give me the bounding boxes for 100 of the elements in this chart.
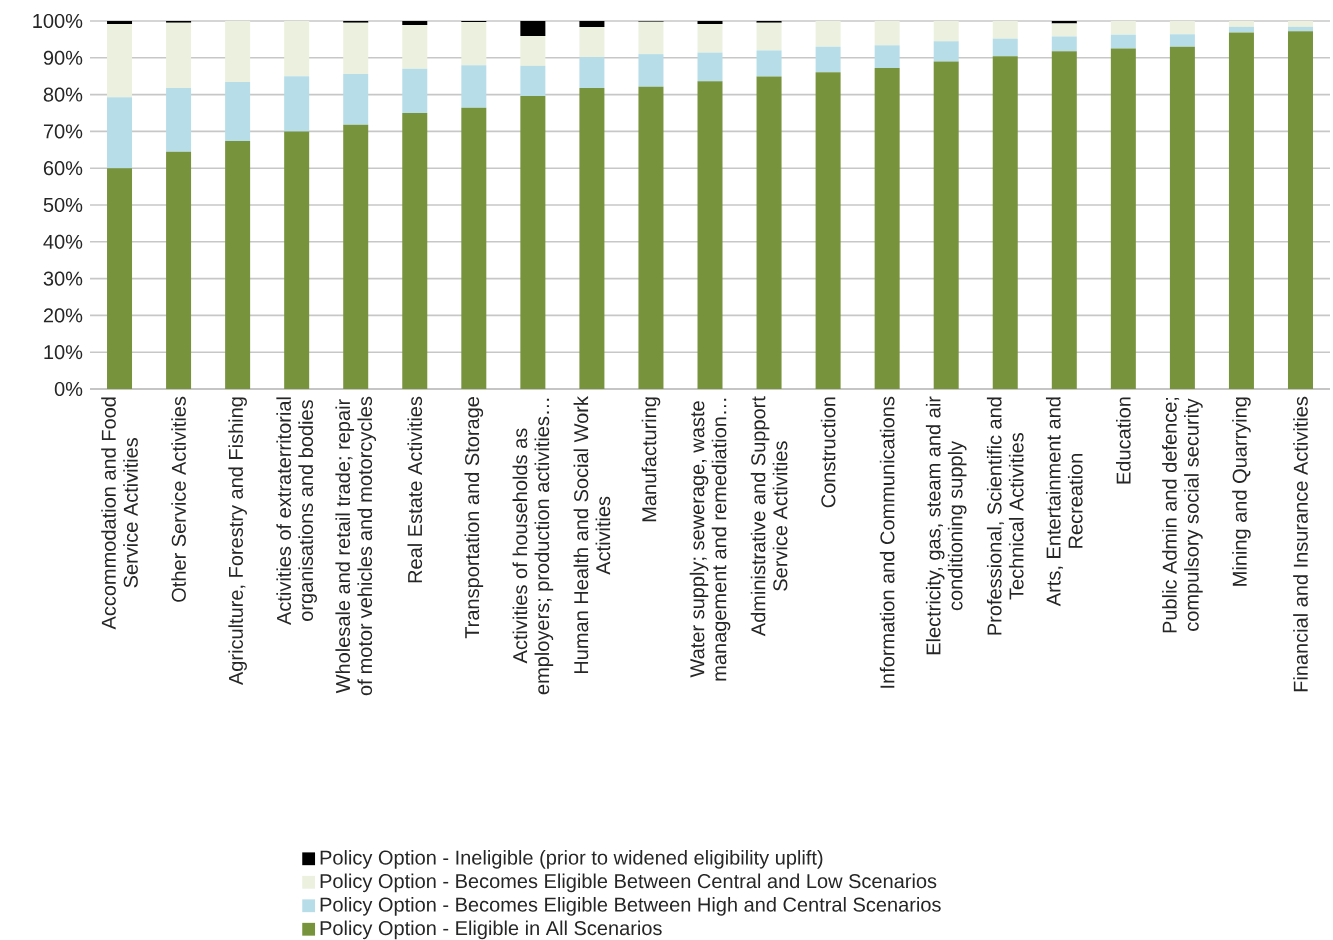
bar xyxy=(874,68,900,389)
bar xyxy=(1287,26,1313,32)
bar xyxy=(461,107,487,389)
x-tick-label: Agriculture, Forestry and Fishing xyxy=(228,397,247,686)
bar xyxy=(1110,20,1136,35)
bar xyxy=(520,36,546,66)
bar xyxy=(579,20,605,27)
x-tick-label: Administrative and Support Service Activities xyxy=(750,396,788,637)
bar xyxy=(107,97,133,169)
x-tick-label: Construction xyxy=(820,397,836,508)
y-tick-label: 80% xyxy=(43,87,83,102)
y-tick-label: 50% xyxy=(43,197,83,213)
bar xyxy=(1169,20,1195,35)
x-tick-label: Transportation and Storage xyxy=(464,397,484,639)
x-tick-label: Accommodation and Food Service Activities xyxy=(101,397,138,630)
bar xyxy=(579,57,605,88)
bar xyxy=(343,73,369,125)
bar xyxy=(520,20,546,37)
bar xyxy=(1110,48,1136,389)
x-tick-label: Real Estate Activities xyxy=(407,396,423,583)
bar xyxy=(520,96,546,389)
bar xyxy=(1051,20,1077,24)
bar xyxy=(697,52,723,82)
y-tick-label: 0% xyxy=(54,381,83,397)
bar xyxy=(933,61,959,389)
x-tick-label: Arts, Entertainment and Recreation xyxy=(1045,397,1083,607)
y-tick-label: 10% xyxy=(44,345,83,360)
legend-label: Policy Option - Becomes Eligible Between High and Central Scenarios xyxy=(320,897,941,916)
bar xyxy=(1051,51,1077,389)
bar xyxy=(697,20,723,24)
x-tick-label: Financial and Insurance Activities xyxy=(1293,396,1308,692)
x-tick-label: Electricity, gas, steam and air conditioning supply xyxy=(925,396,967,655)
bar xyxy=(756,50,782,77)
bar xyxy=(1051,23,1077,37)
bar xyxy=(579,26,605,58)
bar xyxy=(107,168,133,389)
bar xyxy=(284,131,310,389)
bar xyxy=(933,41,959,62)
bar xyxy=(166,22,192,88)
x-tick-label: Manufacturing xyxy=(641,397,661,522)
legend-label: Policy Option - Eligible in All Scenarios xyxy=(320,920,662,940)
bar xyxy=(402,20,428,26)
bar xyxy=(166,151,192,389)
bar xyxy=(343,22,369,74)
bar xyxy=(756,22,782,51)
y-tick-label: 30% xyxy=(43,271,83,286)
legend-label: Policy Option - Becomes Eligible Between Central and Low Scenarios xyxy=(320,873,937,893)
bar xyxy=(874,20,900,46)
x-tick-label: Water supply; sewerage, waste management and remediation… xyxy=(689,398,731,681)
x-tick-label: Other Service Activities xyxy=(171,396,186,602)
bar xyxy=(933,20,959,42)
bar xyxy=(461,65,487,108)
bar xyxy=(1051,36,1077,52)
bar xyxy=(402,112,428,389)
bar xyxy=(815,20,841,47)
y-tick-label: 70% xyxy=(43,124,83,139)
bar xyxy=(343,124,369,389)
bar xyxy=(1287,20,1313,27)
bar xyxy=(461,22,487,66)
bar xyxy=(402,25,428,69)
bar xyxy=(284,76,310,132)
bar xyxy=(992,38,1018,57)
bar xyxy=(1228,26,1254,33)
bar xyxy=(697,81,723,389)
bar xyxy=(402,68,428,113)
bar xyxy=(520,65,546,97)
x-tick-label: Wholesale and retail trade; repair of motor vehicles and motorcycles xyxy=(335,396,377,696)
bar xyxy=(1110,34,1136,49)
y-tick-label: 90% xyxy=(43,50,83,65)
bar xyxy=(107,23,133,98)
bar xyxy=(815,46,841,73)
bar xyxy=(638,54,664,87)
bar xyxy=(579,87,605,389)
bar xyxy=(1169,34,1195,47)
x-tick-label: Activities of households as employers; production activities… xyxy=(512,398,554,695)
x-tick-label: Professional, Scientific and Technical Activities xyxy=(986,397,1024,635)
bar xyxy=(992,20,1018,39)
x-tick-label: Human Health and Social Work Activities xyxy=(573,396,611,674)
bar xyxy=(815,72,841,389)
bar xyxy=(697,23,723,53)
x-tick-label: Education xyxy=(1116,397,1131,484)
bar xyxy=(1228,20,1254,27)
bar xyxy=(992,56,1018,389)
bar xyxy=(1228,32,1254,389)
legend-label: Policy Option - Ineligible (prior to widened eligibility uplift) xyxy=(320,850,823,869)
bar xyxy=(225,140,251,389)
bar xyxy=(225,20,251,83)
bar xyxy=(1287,31,1313,389)
y-tick-label: 100% xyxy=(33,13,83,29)
bar xyxy=(284,20,310,77)
x-tick-label: Information and Communications xyxy=(879,396,895,688)
bar xyxy=(874,45,900,69)
bar xyxy=(107,20,133,24)
x-tick-label: Activities of extraterritorial organisations and bodies xyxy=(276,397,317,625)
bar xyxy=(638,21,664,55)
y-tick-label: 40% xyxy=(43,234,83,249)
bar xyxy=(638,86,664,389)
x-tick-label: Public Admin and defence; compulsory social security xyxy=(1162,397,1203,633)
bar xyxy=(756,76,782,389)
bar xyxy=(1169,46,1195,389)
